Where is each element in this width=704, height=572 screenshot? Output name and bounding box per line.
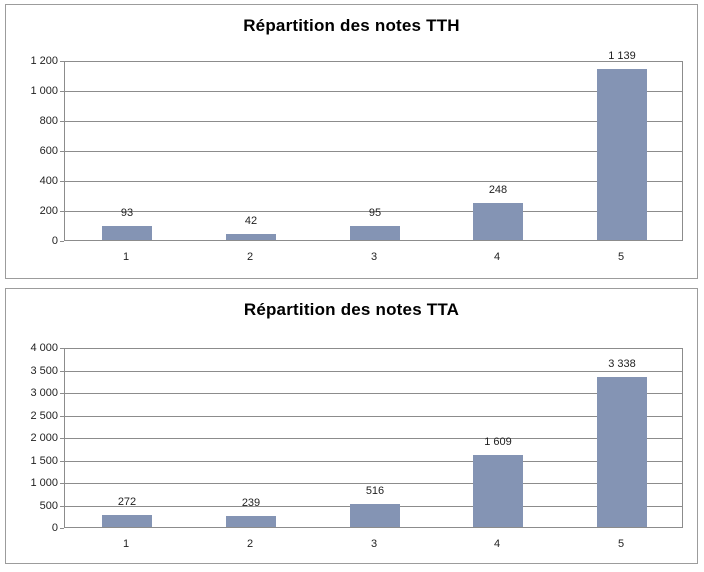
y-axis-label: 3 000 bbox=[30, 387, 58, 399]
y-axis-label: 1 000 bbox=[30, 85, 58, 97]
category-label: 1 bbox=[122, 251, 130, 263]
bar-value-label: 239 bbox=[241, 497, 261, 509]
bar bbox=[226, 234, 276, 240]
category-label: 3 bbox=[370, 251, 378, 263]
bar bbox=[473, 203, 523, 240]
category-label: 5 bbox=[617, 251, 625, 263]
bar bbox=[473, 455, 523, 527]
bar-value-label: 42 bbox=[244, 215, 258, 227]
y-axis-label: 4 000 bbox=[30, 342, 58, 354]
chart-title-tta: Répartition des notes TTA bbox=[243, 300, 460, 319]
y-axis-tick bbox=[60, 181, 64, 182]
gridline bbox=[65, 416, 682, 417]
y-axis-tick bbox=[60, 461, 64, 462]
y-axis-label: 400 bbox=[39, 175, 58, 187]
bar bbox=[597, 69, 647, 240]
gridline bbox=[65, 461, 682, 462]
bar bbox=[102, 226, 152, 240]
gridline bbox=[65, 438, 682, 439]
chart-title-tth: Répartition des notes TTH bbox=[243, 16, 460, 35]
category-label: 1 bbox=[122, 538, 130, 550]
gridline bbox=[65, 121, 682, 122]
category-label: 3 bbox=[370, 538, 378, 550]
y-axis-tick bbox=[60, 61, 64, 62]
y-axis-label: 1 000 bbox=[30, 477, 58, 489]
category-label: 2 bbox=[246, 538, 254, 550]
y-axis-tick bbox=[60, 121, 64, 122]
y-axis-tick bbox=[60, 348, 64, 349]
gridline bbox=[65, 211, 682, 212]
bar bbox=[597, 377, 647, 527]
y-axis-label: 2 500 bbox=[30, 410, 58, 422]
category-label: 4 bbox=[493, 538, 501, 550]
chart-panel-tta: Répartition des notes TTA 272 239 516 1 609… bbox=[5, 288, 698, 564]
bar bbox=[350, 504, 400, 527]
bar-value-label: 3 338 bbox=[608, 358, 636, 370]
category-label: 4 bbox=[493, 251, 501, 263]
gridline bbox=[65, 181, 682, 182]
bar-value-label: 248 bbox=[488, 184, 508, 196]
y-axis-tick bbox=[60, 506, 64, 507]
y-axis-tick bbox=[60, 241, 64, 242]
bar-value-label: 93 bbox=[120, 207, 134, 219]
gridline bbox=[65, 91, 682, 92]
y-axis-label: 200 bbox=[39, 205, 58, 217]
y-axis-tick bbox=[60, 483, 64, 484]
y-axis-tick bbox=[60, 371, 64, 372]
y-axis-tick bbox=[60, 151, 64, 152]
bar bbox=[102, 515, 152, 527]
gridline bbox=[65, 483, 682, 484]
plot-area: 272 239 516 1 609 3 338 bbox=[64, 348, 683, 528]
plot-area: 93 42 95 248 1 139 bbox=[64, 50, 683, 241]
y-axis-tick bbox=[60, 211, 64, 212]
bar bbox=[350, 226, 400, 240]
y-axis-label: 500 bbox=[39, 500, 58, 512]
y-axis-label: 2 000 bbox=[30, 432, 58, 444]
y-axis-label: 800 bbox=[39, 115, 58, 127]
gridline bbox=[65, 151, 682, 152]
bar-value-label: 272 bbox=[117, 496, 137, 508]
category-label: 2 bbox=[246, 251, 254, 263]
bar-value-label: 95 bbox=[368, 207, 382, 219]
y-axis-label: 0 bbox=[51, 522, 58, 534]
y-axis-tick bbox=[60, 416, 64, 417]
category-label: 5 bbox=[617, 538, 625, 550]
bar-value-label: 1 139 bbox=[608, 50, 636, 62]
y-axis-label: 3 500 bbox=[30, 365, 58, 377]
chart-panel-tth: Répartition des notes TTH 93 42 95 248 1 139… bbox=[5, 4, 698, 279]
gridline bbox=[65, 371, 682, 372]
bar-value-label: 1 609 bbox=[484, 436, 512, 448]
y-axis-label: 0 bbox=[51, 235, 58, 247]
y-axis-tick bbox=[60, 91, 64, 92]
gridline bbox=[65, 393, 682, 394]
y-axis-tick bbox=[60, 528, 64, 529]
bar-value-label: 516 bbox=[365, 485, 385, 497]
y-axis-label: 600 bbox=[39, 145, 58, 157]
y-axis-label: 1 200 bbox=[30, 55, 58, 67]
bar bbox=[226, 516, 276, 527]
y-axis-tick bbox=[60, 393, 64, 394]
y-axis-label: 1 500 bbox=[30, 455, 58, 467]
y-axis-tick bbox=[60, 438, 64, 439]
